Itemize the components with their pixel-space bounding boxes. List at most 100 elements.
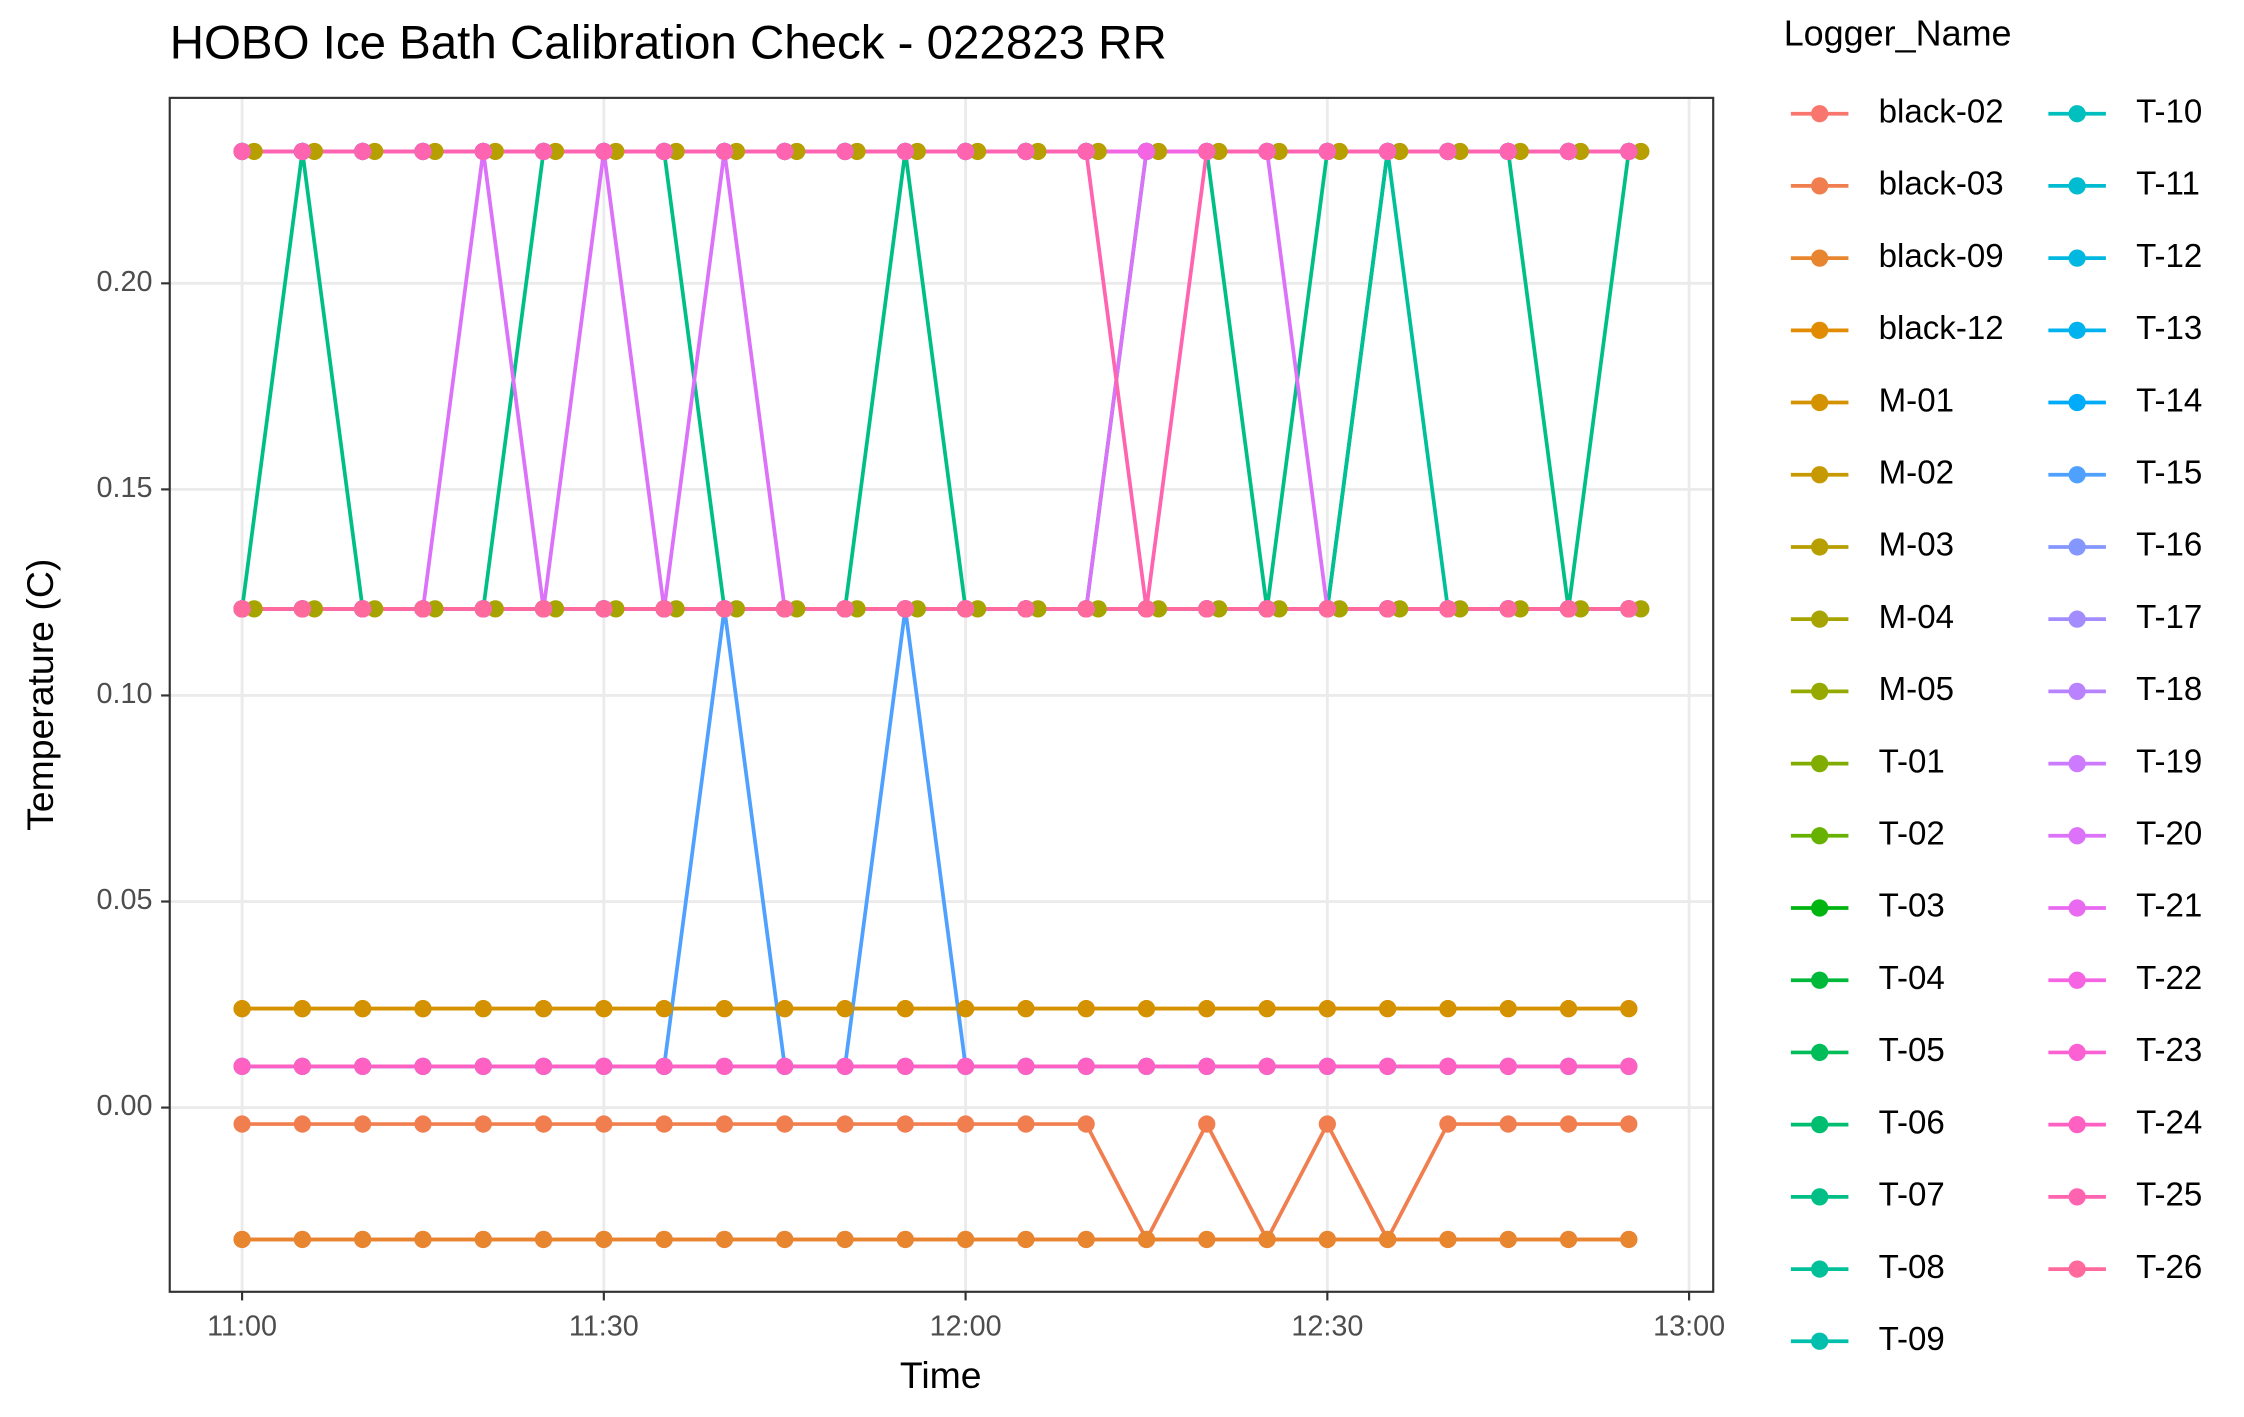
data-point (354, 1057, 372, 1075)
series-line (242, 1120, 1629, 1244)
data-point (426, 142, 444, 161)
data-point (486, 600, 504, 618)
legend-label: T-04 (1879, 960, 1945, 997)
data-point (1198, 142, 1216, 161)
legend-key-point (1811, 249, 1829, 267)
data-point (1379, 1000, 1397, 1018)
data-point (1210, 600, 1228, 618)
data-point (233, 1115, 251, 1133)
data-point (414, 142, 432, 161)
data-point (1137, 1230, 1156, 1249)
legend-label: T-08 (1879, 1249, 1945, 1286)
data-point (414, 1230, 432, 1249)
data-point (366, 142, 384, 161)
data-point (414, 600, 432, 618)
data-point (607, 600, 625, 618)
data-point (776, 600, 794, 618)
data-point (354, 600, 372, 618)
data-point (836, 600, 854, 618)
data-point (1077, 1000, 1095, 1018)
legend-item: T-23 (2048, 1032, 2202, 1069)
legend-item: T-12 (2048, 238, 2202, 275)
data-point (1077, 1230, 1095, 1249)
legend-key-point (1811, 682, 1829, 701)
data-point (667, 600, 685, 618)
data-point (715, 1115, 734, 1133)
data-point (305, 600, 324, 618)
legend-label: black-02 (1879, 93, 2004, 130)
legend-key-point (2068, 538, 2086, 556)
data-point (354, 1000, 372, 1018)
data-point (534, 142, 553, 161)
data-point (1379, 1057, 1397, 1075)
data-point (354, 1230, 372, 1249)
legend-label: T-13 (2136, 310, 2202, 347)
data-point (1077, 1115, 1095, 1133)
data-point (655, 1115, 673, 1133)
data-point (655, 600, 673, 618)
data-point (293, 142, 312, 161)
data-point (1632, 600, 1650, 618)
data-point (1318, 1115, 1336, 1133)
data-point (1559, 1057, 1578, 1075)
data-point (1511, 600, 1529, 618)
legend-key-point (2068, 754, 2086, 773)
legend-key-point (2068, 971, 2086, 989)
data-point (1137, 142, 1156, 161)
data-point (414, 1115, 432, 1133)
data-point (1258, 600, 1276, 618)
data-point (848, 142, 866, 161)
data-point (305, 142, 324, 161)
legend-key-point (1811, 1332, 1829, 1350)
legend-label: T-16 (2136, 527, 2202, 564)
data-point (233, 1230, 251, 1249)
data-point (1017, 1115, 1035, 1133)
legend-item: T-19 (2048, 743, 2202, 780)
plot-border (168, 96, 1715, 1293)
legend-label: T-10 (2136, 93, 2202, 130)
data-point (1210, 142, 1228, 161)
data-point (788, 142, 806, 161)
data-point (474, 1000, 492, 1018)
data-point (1198, 1057, 1216, 1075)
y-tick-label: 0.10 (97, 678, 153, 710)
legend-label: T-12 (2136, 238, 2202, 275)
data-point (233, 142, 251, 161)
legend-label: M-05 (1879, 671, 1954, 708)
legend-item: T-10 (2048, 93, 2202, 130)
data-point (546, 600, 565, 618)
legend-label: T-18 (2136, 671, 2202, 708)
data-point (1632, 142, 1650, 161)
legend-item: black-03 (1790, 166, 2004, 203)
data-point (1029, 142, 1047, 161)
data-point (1017, 142, 1035, 161)
legend-item: T-02 (1790, 816, 1945, 853)
data-point (293, 1000, 312, 1018)
data-point (848, 600, 866, 618)
legend-item: T-14 (2048, 382, 2202, 419)
legend-item: T-07 (1790, 1177, 1945, 1214)
x-tick-label: 12:30 (1291, 1310, 1363, 1342)
legend-item: T-15 (2048, 454, 2202, 491)
data-point (245, 600, 263, 618)
legend-item: black-09 (1790, 238, 2004, 275)
data-point (1198, 1000, 1216, 1018)
data-point (788, 600, 806, 618)
legend-key-point (2068, 827, 2086, 845)
data-point (1499, 600, 1517, 618)
data-point (896, 142, 914, 161)
legend-item: black-12 (1790, 310, 2004, 347)
legend-item: T-26 (2048, 1249, 2202, 1286)
data-point (1499, 1000, 1517, 1018)
data-point (896, 1000, 914, 1018)
data-point (1198, 1115, 1216, 1133)
data-point (1017, 600, 1035, 618)
data-point (474, 1115, 492, 1133)
data-point (836, 142, 854, 161)
legend-key-point (1811, 1260, 1829, 1278)
x-tick-label: 12:00 (930, 1310, 1002, 1342)
legend-item: T-22 (2048, 960, 2202, 997)
data-point (1137, 600, 1156, 618)
legend-label: T-09 (1879, 1321, 1945, 1358)
